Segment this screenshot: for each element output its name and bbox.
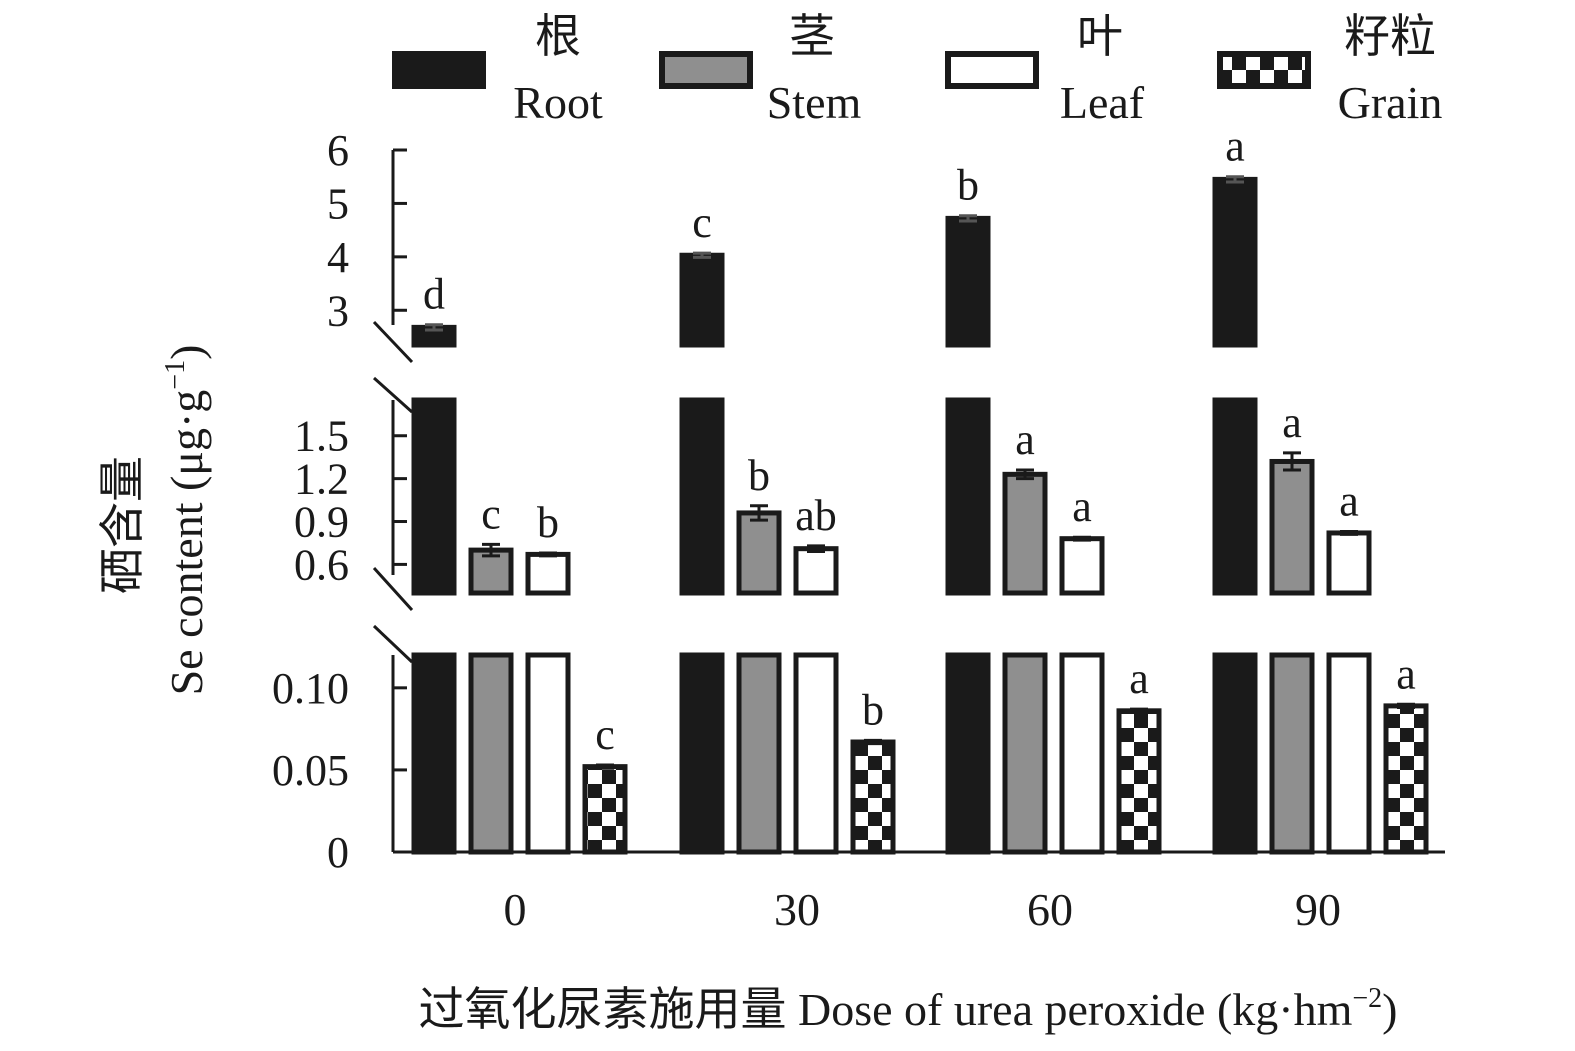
root-bar-continuation [679,652,725,855]
y-tick-label-middle: 1.5 [294,412,349,461]
y-axis-label-en-sup: −1 [160,360,191,390]
leaf-significance-letter: a [1339,477,1359,526]
y-axis-label-cn: 硒含量 [97,456,148,594]
y-tick-label-top: 4 [327,233,349,282]
leaf-bar [525,551,571,596]
bars [411,175,1429,855]
legend: 根 Root 茎 Stem 叶 Leaf 籽粒 Grain [392,11,1443,128]
root-significance-letter: d [423,270,445,319]
grain-significance-letter: a [1396,649,1416,698]
y-tick-label-middle: 0.6 [294,540,349,589]
y-tick-label-bottom: 0.10 [272,664,349,713]
stem-bar-continuation [1269,652,1315,855]
legend-label-cn-leaf: 叶 [1077,11,1123,62]
grain-bar [1383,703,1429,855]
legend-label-cn-stem: 茎 [789,11,835,62]
x-tick-label: 30 [774,884,820,935]
root-significance-letter: a [1225,122,1245,171]
y-axis-label-en: Se content (μg·g−1) [160,345,212,696]
y-tick-label-top: 6 [327,126,349,175]
y-axis-label-en-close: ) [161,345,212,360]
stem-bar-continuation [1002,652,1048,855]
y-tick-label-middle: 0.9 [294,498,349,547]
leaf-bar [1326,530,1372,596]
root-bar-continuation [945,397,991,596]
y-tick-label-top: 5 [327,179,349,228]
leaf-bar-continuation [1059,652,1105,855]
axis-break-mark-3 [372,624,414,664]
legend-swatch-leaf [945,51,1039,89]
grain-bar [582,764,628,855]
grain-significance-letter: b [862,685,884,734]
root-bar-continuation [679,397,725,596]
stem-bar-continuation [468,652,514,855]
legend-label-root: Root [513,77,603,128]
root-bar-continuation [1212,397,1258,596]
y-tick-label-bottom: 0 [327,828,349,877]
root-bar [945,215,991,348]
legend-label-leaf: Leaf [1060,77,1145,128]
leaf-bar-continuation [525,652,571,855]
x-tick-label: 0 [504,884,527,935]
legend-swatch-stem [659,51,753,89]
legend-label-grain: Grain [1338,77,1443,128]
legend-label-stem: Stem [767,77,862,128]
root-significance-letter: c [692,198,712,247]
axis-break-mark-2 [372,566,414,612]
stem-bar [1002,471,1048,596]
x-axis-label-text: 过氧化尿素施用量 Dose of urea peroxide (kg·hm [419,984,1353,1035]
leaf-bar [1059,536,1105,596]
root-bar-continuation [411,397,457,596]
x-tick-label: 90 [1295,884,1341,935]
root-bar-continuation [411,652,457,855]
stem-significance-letter: a [1015,415,1035,464]
stem-significance-letter: b [748,451,770,500]
legend-swatch-grain [1217,51,1311,89]
axes: 34 56 0.60.91.21.5 0 0.05 0.10 0 30 60 90 [272,126,1445,935]
x-axis-label: 过氧化尿素施用量 Dose of urea peroxide (kg·hm−2) [419,983,1398,1035]
y-axis-label-en-text: Se content (μg·g [161,390,212,696]
x-axis-label-close: ) [1382,984,1397,1035]
leaf-bar-continuation [793,652,839,855]
leaf-bar [793,546,839,596]
stem-significance-letter: c [481,489,501,538]
root-bar [679,252,725,348]
x-axis-label-sup: −2 [1352,983,1382,1014]
stem-bar [736,510,782,596]
y-tick-label-top: 3 [327,286,349,335]
grain-bar [850,739,896,855]
legend-label-cn-root: 根 [535,11,581,62]
stem-bar-continuation [736,652,782,855]
y-tick-label-middle: 1.2 [294,455,349,504]
y-tick-label-bottom: 0.05 [272,746,349,795]
grain-bar [1116,708,1162,855]
legend-label-cn-grain: 籽粒 [1344,11,1436,62]
x-tick-label: 60 [1027,884,1073,935]
root-bar-continuation [945,652,991,855]
axis-break-mark-1 [372,376,414,414]
leaf-significance-letter: b [537,498,559,547]
leaf-significance-letter: a [1072,482,1092,531]
legend-swatch-root [392,51,486,89]
leaf-bar-continuation [1326,652,1372,855]
root-significance-letter: b [957,161,979,210]
grain-significance-letter: a [1129,654,1149,703]
stem-bar [1269,458,1315,596]
stem-significance-letter: a [1282,398,1302,447]
axis-break-mark-0 [372,320,414,364]
root-bar-continuation [1212,652,1258,855]
grain-significance-letter: c [595,710,615,759]
root-bar [1212,176,1258,348]
leaf-significance-letter: ab [795,491,837,540]
